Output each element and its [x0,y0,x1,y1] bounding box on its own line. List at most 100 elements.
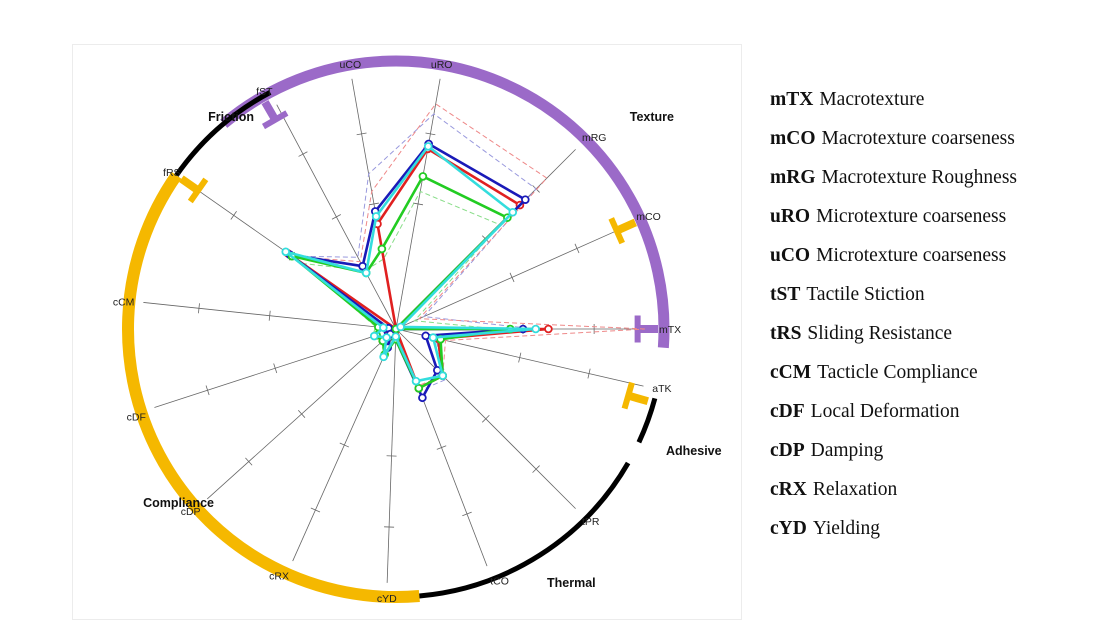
legend-item: uCO Microtexture coarseness [770,241,1110,280]
series-line [284,145,538,383]
series-point [411,376,421,386]
series-point [423,142,433,151]
dashed-series-line [290,113,537,392]
legend-item: cDF Local Deformation [770,397,1110,436]
series-point [531,324,541,334]
axis-label: uCO [340,59,362,71]
group-label: Friction [208,110,254,124]
axis-label: uRO [431,59,453,71]
legend-desc: Macrotexture [819,89,925,110]
group-bracket [261,100,279,122]
series-point [418,172,428,181]
axis-tick [425,132,436,136]
axis-label: cDP [181,506,201,518]
axis-label: mTX [659,324,681,336]
legend-item: cYD Yielding [770,514,1110,553]
legend-code: cDP [770,440,805,461]
group-bracket [261,110,289,130]
axis-tick [339,442,350,448]
radar-chart: mTX mCO mRG uRO uCO fST fRS cCM cDF cDP cRX cYD tCO t… [113,55,722,605]
axis-label: mRG [582,132,607,144]
series-point [438,371,447,380]
legend-item: mTX Macrotexture [770,85,1110,124]
axis-label: cYD [377,593,397,605]
axis-tick [205,385,210,396]
axis-label: fRS [163,167,181,179]
group-arc [419,461,631,599]
series-point [377,244,387,254]
axis-label: cCM [113,297,135,309]
legend-desc: Macrotexture Roughness [821,167,1018,188]
legend-code: tRS [770,323,802,344]
group-bracket [621,381,635,410]
axis-tick [587,368,591,379]
axis-tick [198,303,200,314]
legend-item: mRG Macrotexture Roughness [770,163,1110,202]
legend-desc: Macrotexture coarseness [821,128,1015,149]
axis-label: aTK [652,383,671,395]
axis-tick [273,363,278,374]
legend-code: cRX [770,479,807,500]
legend-item: cDP Damping [770,436,1110,475]
series-point [521,195,530,204]
legend-code: uRO [770,206,811,227]
legend-item: cRX Relaxation [770,475,1110,514]
series-point [382,333,391,342]
legend-code: uCO [770,245,811,266]
series-point [369,331,379,341]
legend: mTX Macrotexture mCO Macrotexture coarsene… [770,85,1110,553]
legend-desc: Microtexture coarseness [816,206,1007,227]
legend-item: tRS Sliding Resistance [770,319,1110,358]
group-bracket [179,175,201,194]
axis-tick [245,457,253,466]
legend-code: mCO [770,128,816,149]
radar-chart-frame: mTX mCO mRG uRO uCO fST fRS cCM cDF cDP cRX cYD tCO t… [72,44,742,620]
legend-desc: Tactile Stiction [806,284,925,305]
legend-item: cCM Tacticle Compliance [770,358,1110,397]
series-point [391,332,401,341]
group-arc [636,397,658,444]
legend-item: tST Tactile Stiction [770,280,1110,319]
axis-label: mCO [636,211,661,223]
series-point [379,323,388,332]
group-arc [174,90,272,177]
legend-desc: Yielding [812,518,880,539]
legend-item: uRO Microtexture coarseness [770,202,1110,241]
group-arc [220,55,670,349]
group-arc [122,171,420,603]
series-point [396,322,405,332]
group-bracket [615,218,637,235]
legend-desc: Tacticle Compliance [817,362,978,383]
legend-desc: Microtexture coarseness [816,245,1007,266]
series-point [358,261,367,271]
axis-tick [509,272,515,283]
axis-tick [574,243,580,254]
group-label: Texture [630,110,674,124]
legend-item: mCO Macrotexture coarseness [770,124,1110,163]
legend-desc: Damping [810,440,884,461]
axis-tick [481,414,490,423]
series-point [508,207,518,217]
legend-desc: Sliding Resistance [807,323,953,344]
axis-tick [356,132,367,136]
legend-code: cDF [770,401,805,422]
series-point [414,383,424,393]
series-point [544,324,553,334]
group-bracket [608,217,625,245]
series-point [418,393,427,403]
group-label: Compliance [143,496,214,510]
legend-code: mRG [770,167,816,188]
axis-tick [310,507,321,513]
group-bracket [187,177,209,204]
series-point [281,247,291,257]
series-point [379,352,388,362]
axis-tick [230,211,237,220]
series-point [361,268,371,278]
axis-tick [331,214,341,220]
group-label: Thermal [547,576,596,590]
axis-label: tCO [490,576,509,588]
group-label: Adhesive [666,444,722,458]
axis-label: cRX [269,570,289,582]
series-point [428,333,438,342]
legend-code: cCM [770,362,812,383]
